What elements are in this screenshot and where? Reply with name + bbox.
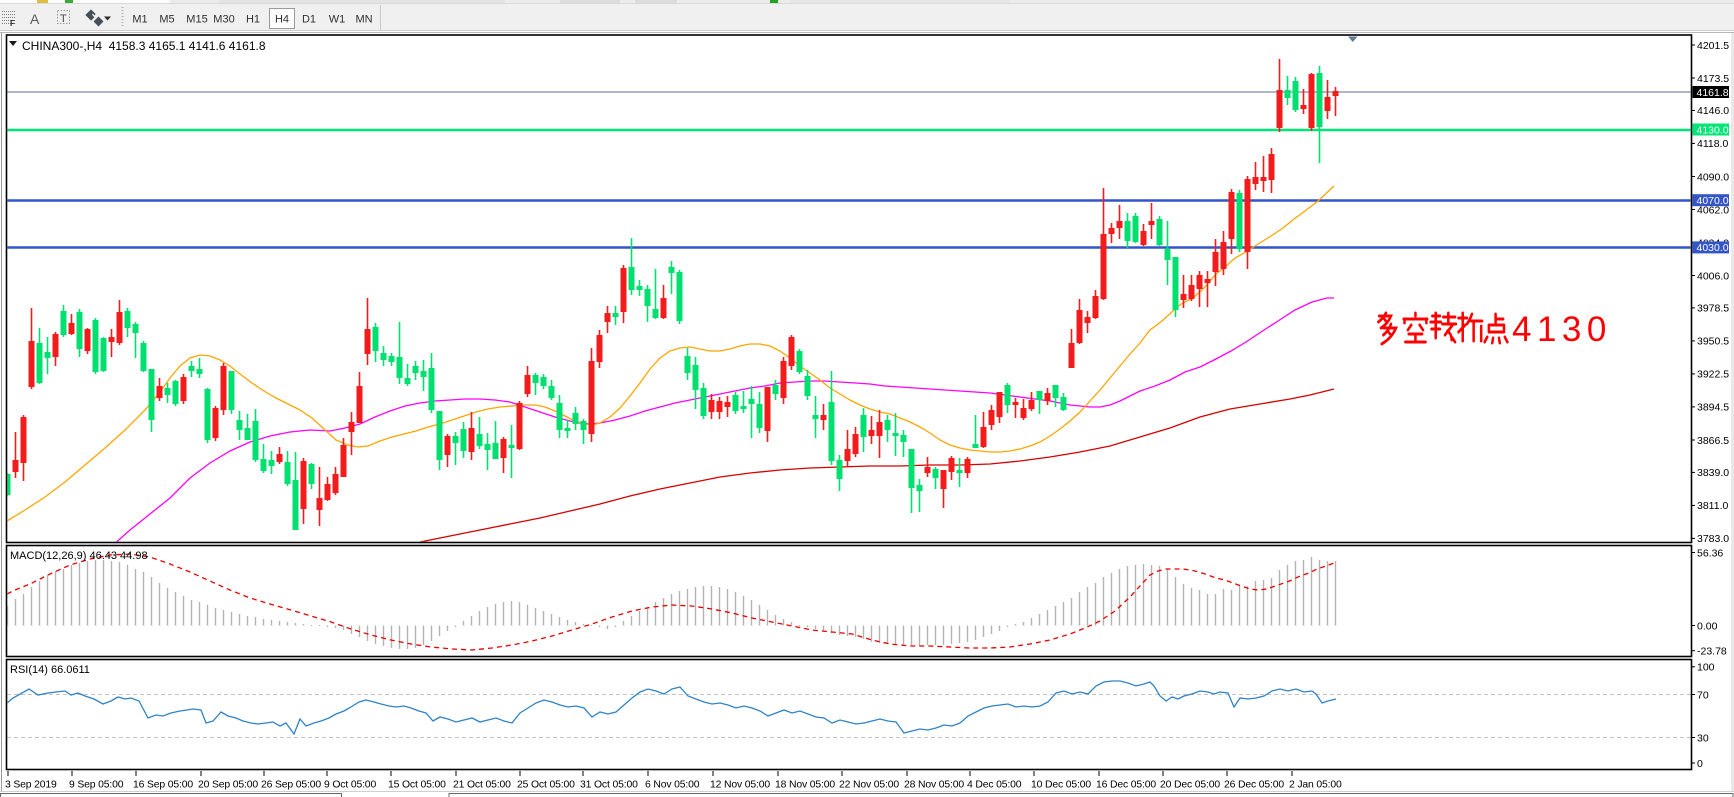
svg-text:100: 100 — [1697, 662, 1715, 674]
svg-text:CHINA300-,H4 4158.3 4165.1 41: CHINA300-,H4 4158.3 4165.1 4141.6 4161.8 — [22, 39, 266, 53]
svg-text:31 Oct 05:00: 31 Oct 05:00 — [580, 780, 638, 791]
svg-text:18 Nov 05:00: 18 Nov 05:00 — [775, 780, 835, 791]
svg-text:A: A — [30, 11, 40, 27]
svg-text:4201.5: 4201.5 — [1697, 40, 1729, 52]
svg-text:4173.5: 4173.5 — [1697, 73, 1729, 85]
svg-text:3922.5: 3922.5 — [1697, 369, 1729, 381]
svg-text:M30: M30 — [213, 14, 234, 26]
svg-text:RSI(14) 66.0611: RSI(14) 66.0611 — [10, 664, 90, 676]
svg-text:M15: M15 — [186, 14, 207, 26]
svg-text:H4: H4 — [275, 14, 289, 26]
svg-text:2 Jan 05:00: 2 Jan 05:00 — [1289, 780, 1342, 791]
svg-text:15 Oct 05:00: 15 Oct 05:00 — [388, 780, 446, 791]
svg-text:26 Dec 05:00: 26 Dec 05:00 — [1224, 780, 1284, 791]
svg-text:3894.5: 3894.5 — [1697, 402, 1729, 414]
svg-text:3978.5: 3978.5 — [1697, 303, 1729, 315]
svg-text:T: T — [60, 13, 67, 25]
svg-text:56.36: 56.36 — [1697, 547, 1723, 559]
svg-text:21 Oct 05:00: 21 Oct 05:00 — [453, 780, 511, 791]
svg-text:20 Sep 05:00: 20 Sep 05:00 — [198, 780, 258, 791]
svg-text:4062.0: 4062.0 — [1697, 204, 1729, 216]
svg-text:W1: W1 — [329, 14, 346, 26]
svg-text:M5: M5 — [159, 14, 174, 26]
svg-text:3866.5: 3866.5 — [1697, 435, 1729, 447]
svg-text:9 Sep 05:00: 9 Sep 05:00 — [69, 780, 124, 791]
svg-text:0.00: 0.00 — [1697, 620, 1718, 632]
svg-text:M1: M1 — [132, 14, 147, 26]
svg-text:30: 30 — [1697, 732, 1709, 744]
svg-text:-23.78: -23.78 — [1697, 646, 1727, 658]
svg-text:D1: D1 — [302, 14, 316, 26]
svg-text:0: 0 — [1697, 758, 1703, 770]
svg-text:6 Nov 05:00: 6 Nov 05:00 — [645, 780, 700, 791]
svg-text:16 Sep 05:00: 16 Sep 05:00 — [133, 780, 193, 791]
svg-text:4130.0: 4130.0 — [1697, 124, 1729, 136]
svg-text:MN: MN — [355, 14, 372, 26]
svg-text:12 Nov 05:00: 12 Nov 05:00 — [710, 780, 770, 791]
svg-text:3783.0: 3783.0 — [1697, 533, 1729, 545]
svg-text:70: 70 — [1697, 689, 1709, 701]
svg-text:20 Dec 05:00: 20 Dec 05:00 — [1160, 780, 1220, 791]
svg-text:4118.0: 4118.0 — [1697, 138, 1728, 150]
svg-text:25 Oct 05:00: 25 Oct 05:00 — [517, 780, 575, 791]
svg-text:22 Nov 05:00: 22 Nov 05:00 — [839, 780, 899, 791]
svg-text:4 Dec 05:00: 4 Dec 05:00 — [967, 780, 1022, 791]
svg-text:9 Oct 05:00: 9 Oct 05:00 — [324, 780, 376, 791]
svg-text:16 Dec 05:00: 16 Dec 05:00 — [1096, 780, 1156, 791]
svg-text:3839.0: 3839.0 — [1697, 467, 1729, 479]
svg-text:26 Sep 05:00: 26 Sep 05:00 — [261, 780, 321, 791]
svg-text:4070.0: 4070.0 — [1697, 195, 1729, 207]
svg-text:4161.8: 4161.8 — [1697, 87, 1729, 99]
svg-text:28 Nov 05:00: 28 Nov 05:00 — [904, 780, 964, 791]
svg-text:4030.0: 4030.0 — [1697, 242, 1729, 254]
svg-text:3811.0: 3811.0 — [1697, 500, 1728, 512]
svg-text:MACD(12,26,9) 46.43 44.98: MACD(12,26,9) 46.43 44.98 — [10, 550, 148, 562]
svg-text:4006.0: 4006.0 — [1697, 270, 1729, 282]
svg-text:10 Dec 05:00: 10 Dec 05:00 — [1031, 780, 1091, 791]
svg-text:3950.5: 3950.5 — [1697, 336, 1729, 348]
svg-text:H1: H1 — [246, 14, 260, 26]
svg-text:4090.0: 4090.0 — [1697, 171, 1729, 183]
svg-text:3 Sep 2019: 3 Sep 2019 — [5, 780, 57, 791]
svg-text:4146.0: 4146.0 — [1697, 105, 1729, 117]
svg-text:F: F — [10, 19, 15, 28]
svg-text:4130: 4130 — [1512, 310, 1612, 349]
